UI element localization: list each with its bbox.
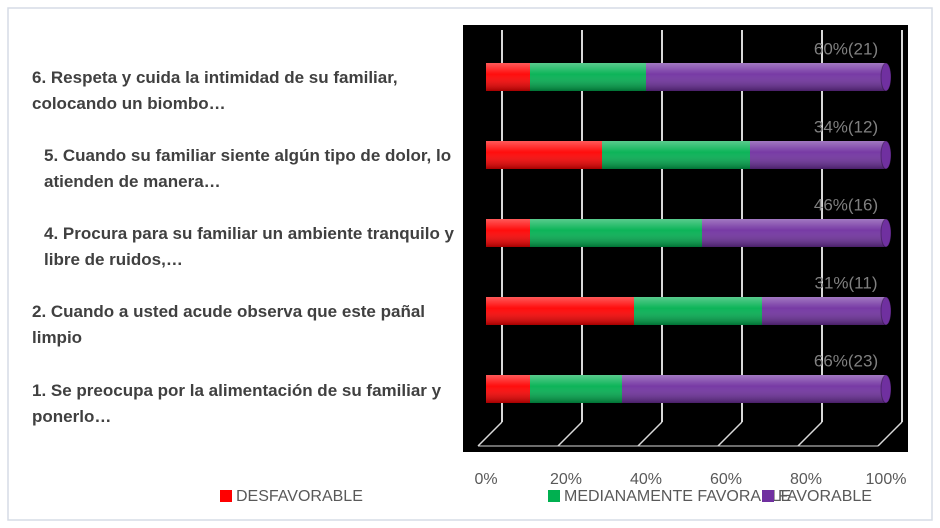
floor-line (557, 421, 583, 447)
bar-shade (486, 63, 530, 91)
x-tick-label: 0% (474, 471, 497, 488)
bar-shade (530, 219, 702, 247)
floor-line (717, 421, 743, 447)
x-tick-label: 100% (866, 471, 907, 488)
bar-cap (880, 140, 892, 170)
category-label: 4. Procura para su familiar un ambiente … (44, 224, 455, 269)
bar-shade (702, 219, 886, 247)
data-label: 31%(11) (815, 273, 878, 292)
x-tick-label: 40% (630, 471, 662, 488)
bar-shade (750, 141, 886, 169)
bar-cap (880, 62, 892, 92)
bar-shade (530, 63, 646, 91)
frame (7, 7, 933, 521)
bar-cap (880, 374, 892, 404)
category-label: 1. Se preocupa por la alimentación de su… (32, 381, 442, 426)
data-label: 60%(21) (814, 39, 878, 58)
legend-swatch (548, 490, 560, 502)
legend-label: DESFAVORABLE (236, 488, 363, 505)
bar-shade (602, 141, 750, 169)
data-label: 34%(12) (814, 117, 878, 136)
bar-shade (486, 141, 602, 169)
category-label: 6. Respeta y cuida la intimidad de su fa… (32, 68, 398, 113)
floor-line (797, 421, 823, 447)
bar-shade (486, 375, 530, 403)
floor-line (637, 421, 663, 447)
category-label: 5. Cuando su familiar siente algún tipo … (44, 146, 452, 191)
bar-shade (622, 375, 886, 403)
bar-shade (486, 297, 634, 325)
category-label: 2. Cuando a usted acude observa que este… (32, 302, 426, 347)
bar-shade (486, 219, 530, 247)
data-label: 46%(16) (814, 195, 878, 214)
legend-label: MEDIANAMENTE FAVORABLE (564, 488, 791, 505)
bar-shade (762, 297, 886, 325)
bar-cap (880, 296, 892, 326)
x-tick-label: 60% (710, 471, 742, 488)
floor-line (477, 421, 503, 447)
legend-swatch (762, 490, 774, 502)
data-label: 66%(23) (814, 351, 878, 370)
bar-shade (530, 375, 622, 403)
legend-label: FAVORABLE (778, 488, 872, 505)
x-tick-label: 20% (550, 471, 582, 488)
bar-shade (634, 297, 762, 325)
x-tick-label: 80% (790, 471, 822, 488)
floor-line (877, 421, 903, 447)
bar-shade (646, 63, 886, 91)
bar-cap (880, 218, 892, 248)
legend-swatch (220, 490, 232, 502)
